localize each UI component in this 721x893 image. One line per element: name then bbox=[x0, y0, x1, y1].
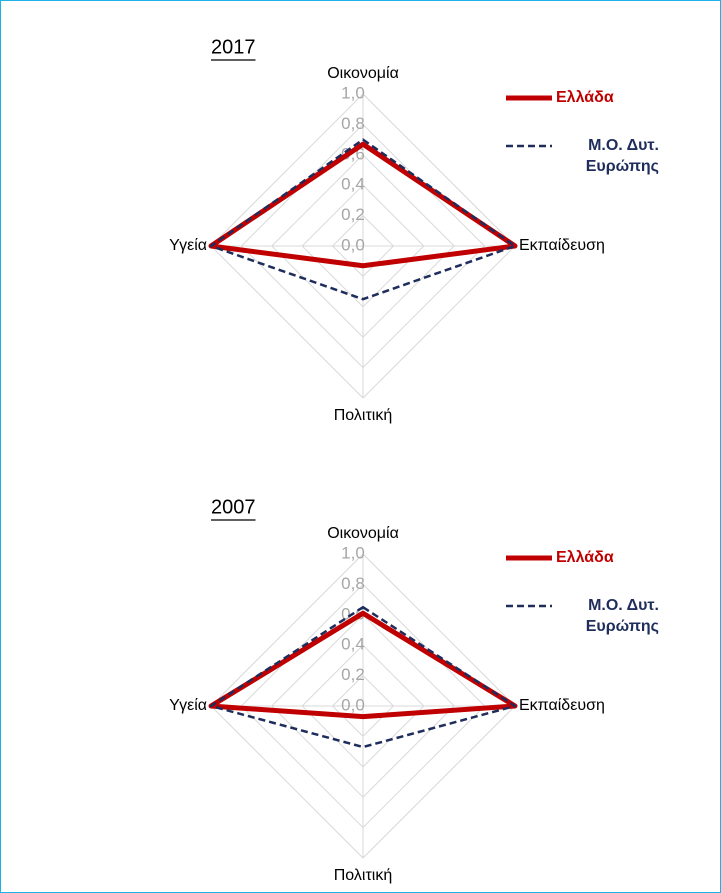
category-label: Πολιτική bbox=[334, 867, 392, 884]
r-tick-label: 0,4 bbox=[341, 175, 365, 194]
category-label: Πολιτική bbox=[334, 407, 392, 424]
category-label: Εκπαίδευση bbox=[519, 697, 605, 714]
category-label: Εκπαίδευση bbox=[519, 237, 605, 254]
legend-label: Μ.Ο. Δυτ. Ευρώπης bbox=[585, 137, 659, 175]
r-tick-label: 0,8 bbox=[341, 114, 365, 133]
series-line bbox=[209, 605, 517, 749]
legend-label: Μ.Ο. Δυτ. Ευρώπης bbox=[585, 597, 659, 635]
r-tick-label: 0,0 bbox=[341, 695, 365, 714]
r-tick-label: 0,0 bbox=[341, 235, 365, 254]
r-tick-label: 0,2 bbox=[341, 205, 365, 224]
legend-label: Ελλάδα bbox=[556, 89, 614, 106]
r-tick-label: 0,4 bbox=[341, 635, 365, 654]
category-label: Υγεία bbox=[169, 237, 207, 254]
legend-label: Ελλάδα bbox=[556, 549, 614, 566]
series-line bbox=[208, 610, 518, 720]
chart-title: 2007 bbox=[211, 496, 256, 518]
r-tick-label: 0,2 bbox=[341, 665, 365, 684]
chart-title: 2017 bbox=[211, 36, 256, 58]
category-label: Οικονομία bbox=[327, 65, 399, 82]
category-label: Οικονομία bbox=[327, 525, 399, 542]
category-label: Υγεία bbox=[169, 697, 207, 714]
r-tick-label: 1,0 bbox=[341, 543, 365, 562]
series-line bbox=[209, 138, 517, 301]
r-tick-label: 0,8 bbox=[341, 574, 365, 593]
r-tick-label: 1,0 bbox=[341, 83, 365, 102]
